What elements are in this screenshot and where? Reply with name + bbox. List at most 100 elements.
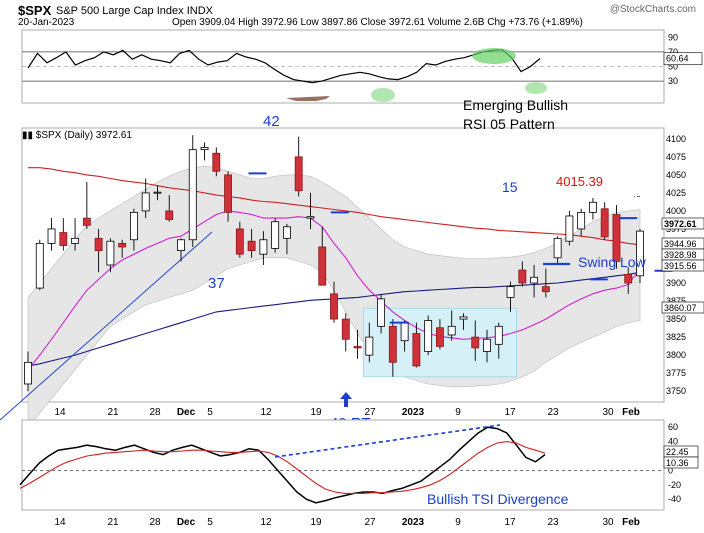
chart-header: $SPX S&P 500 Large Cap Index INDX 20-Jan… bbox=[0, 0, 704, 30]
rsi-dip-fill bbox=[286, 96, 330, 101]
candle-body bbox=[541, 286, 550, 293]
candle-body bbox=[35, 242, 44, 289]
price-x-tick-label: Dec bbox=[177, 407, 196, 418]
price-value-label: 3928.98 bbox=[664, 250, 697, 260]
price-value-box bbox=[661, 217, 704, 230]
candle-body bbox=[165, 210, 174, 220]
tsi-x-tick-label: 23 bbox=[547, 517, 559, 528]
price-value-label: 3860.07 bbox=[664, 303, 697, 313]
candle-body bbox=[400, 322, 409, 342]
price-x-tick-label: Feb bbox=[622, 407, 640, 418]
price-x-tick-label: 9 bbox=[455, 407, 461, 418]
wave-count-37: 37 bbox=[208, 275, 225, 292]
price-tick-label: 4000 bbox=[666, 206, 686, 216]
rsi-tick-label: 30 bbox=[668, 76, 678, 86]
candle-body bbox=[200, 147, 209, 151]
price-value-label: 3944.96 bbox=[664, 239, 697, 249]
emerging-bullish-label: Emerging Bullish bbox=[463, 97, 568, 113]
rsi-oversold-highlight bbox=[371, 88, 395, 102]
uptrend-line bbox=[0, 231, 213, 421]
price-x-tick-label: 5 bbox=[207, 407, 213, 418]
price-x-tick-label: 21 bbox=[107, 407, 119, 418]
rsi-overbought-highlight bbox=[472, 48, 516, 64]
tsi-tick-label: 60 bbox=[668, 422, 678, 432]
price-tick-label: 3850 bbox=[666, 314, 686, 324]
brand-label: @StockCharts.com bbox=[609, 4, 696, 15]
candle-body bbox=[494, 325, 503, 345]
tsi-value-box bbox=[663, 456, 699, 469]
tsi-x-tick-label: 14 bbox=[54, 517, 66, 528]
price-tick-label: 3750 bbox=[666, 386, 686, 396]
rsi-line bbox=[27, 49, 541, 84]
candle-body bbox=[294, 156, 303, 192]
candle-body bbox=[306, 216, 315, 219]
tsi-x-tick-label: 21 bbox=[107, 517, 119, 528]
wave-count-42: 42 bbox=[263, 113, 280, 130]
candle-body bbox=[447, 325, 456, 336]
wave-count-15: 15 bbox=[502, 179, 518, 195]
tsi-divergence-line bbox=[274, 424, 501, 458]
tsi-x-tick-label: 27 bbox=[364, 517, 376, 528]
candle-body bbox=[424, 320, 433, 352]
candle-body bbox=[282, 226, 291, 239]
candle-body bbox=[612, 214, 621, 262]
symbol-label: $SPX bbox=[18, 3, 52, 18]
candle-body bbox=[412, 333, 421, 367]
candle-body bbox=[153, 191, 162, 194]
price-tick-label: 3825 bbox=[666, 332, 686, 342]
price-tick-label: 4100 bbox=[666, 134, 686, 144]
rsi-value-box bbox=[663, 52, 703, 66]
candle-body bbox=[71, 237, 80, 244]
tsi-value-label: 10.36 bbox=[666, 458, 689, 468]
candle-body bbox=[553, 237, 562, 259]
candle-body bbox=[636, 230, 644, 277]
candle-body bbox=[471, 336, 480, 349]
instrument-name: S&P 500 Large Cap Index INDX bbox=[56, 5, 213, 17]
tsi-x-tick-label: 5 bbox=[207, 517, 213, 528]
candle-body bbox=[188, 149, 197, 241]
candle-body bbox=[365, 336, 374, 356]
tsi-panel-frame bbox=[21, 419, 665, 511]
resistance-label: 4015.39 bbox=[556, 174, 603, 189]
candle-body bbox=[129, 211, 138, 241]
tsi-x-tick-label: 2023 bbox=[402, 517, 425, 528]
candle-body bbox=[318, 246, 327, 286]
tsi-value-label: 22.45 bbox=[666, 447, 689, 457]
rsi-tick-label: 90 bbox=[668, 32, 678, 42]
candle-body bbox=[353, 346, 362, 349]
price-x-tick-label: 27 bbox=[364, 407, 376, 418]
tsi-tick-label: 40 bbox=[668, 437, 678, 447]
price-value-label: 3915.56 bbox=[664, 261, 697, 271]
candle-body bbox=[588, 201, 597, 213]
tsi-x-tick-label: 12 bbox=[260, 517, 272, 528]
price-value-box bbox=[661, 259, 704, 272]
candle-body bbox=[435, 327, 444, 347]
rsi-recent-highlight bbox=[525, 82, 547, 94]
rsi-tick-label: 50 bbox=[668, 62, 678, 72]
candle-body bbox=[506, 286, 515, 298]
candle-body bbox=[518, 269, 527, 284]
candle-body bbox=[106, 240, 115, 266]
candle-body bbox=[577, 211, 586, 230]
candle-body bbox=[388, 325, 397, 363]
candle-body bbox=[47, 228, 56, 244]
price-x-tick-label: 2023 bbox=[402, 407, 425, 418]
rsi-panel-frame bbox=[21, 29, 665, 104]
chart-date: 20-Jan-2023 bbox=[18, 17, 75, 28]
tsi-series-line bbox=[19, 441, 546, 494]
price-tick-label: 3900 bbox=[666, 278, 686, 288]
moving-average-20 bbox=[27, 210, 641, 370]
tsi-divergence-label: Bullish TSI Divergence bbox=[427, 491, 569, 507]
price-tick-label: 3800 bbox=[666, 350, 686, 360]
candle-body bbox=[94, 237, 103, 251]
candle-body bbox=[224, 174, 233, 213]
tsi-x-tick-label: Dec bbox=[177, 517, 196, 528]
candle-body bbox=[259, 239, 268, 255]
tsi-x-tick-label: 17 bbox=[504, 517, 516, 528]
candle-body bbox=[377, 298, 386, 327]
tsi-x-tick-label: 19 bbox=[310, 517, 322, 528]
moving-average-200 bbox=[28, 167, 641, 246]
price-value-box bbox=[661, 301, 704, 314]
price-value-label: 3972.61 bbox=[664, 219, 697, 229]
